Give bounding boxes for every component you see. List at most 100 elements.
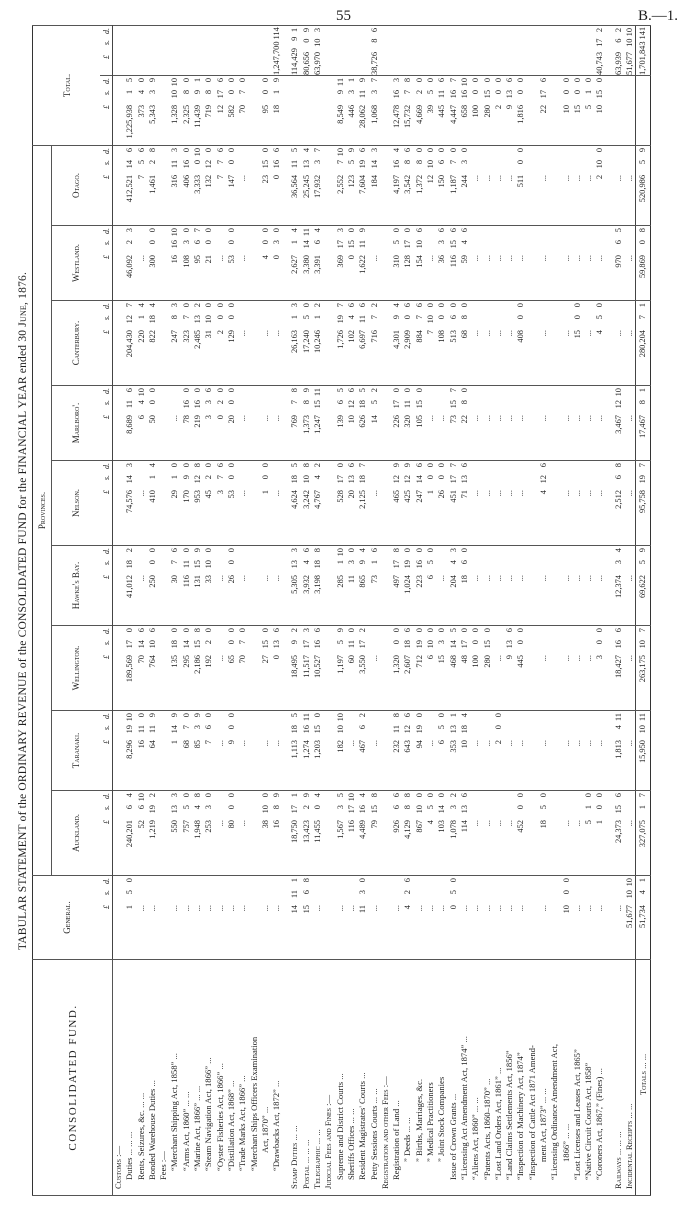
- province-amount: ...: [571, 790, 584, 876]
- province-amount: 3,550 17 2: [357, 625, 369, 711]
- province-amount: 2,125 18 7: [357, 460, 369, 546]
- total-amount: 12,478 16 3: [391, 75, 403, 146]
- province-amount: 406 16 0: [180, 145, 193, 226]
- province-amount: ...: [135, 545, 147, 626]
- province-amount: ...: [492, 625, 505, 711]
- province-amount: 71 13 6: [458, 460, 471, 546]
- general-amount: ...: [391, 875, 403, 960]
- province-amount: ...: [492, 790, 505, 876]
- spacer-cell: [605, 145, 613, 226]
- province-amount: [526, 145, 538, 226]
- spacer-cell: [605, 710, 613, 791]
- group-total-amount: [560, 25, 572, 76]
- province-amount: 102 4 6: [345, 300, 358, 386]
- province-amount: 865 9 4: [357, 545, 369, 626]
- province-amount: ...: [583, 625, 595, 711]
- spacer-cell: [605, 625, 613, 711]
- currency-header: £ s. d.: [100, 460, 113, 546]
- province-amount: 16 8 9: [271, 790, 283, 876]
- province-amount: 18 5 0: [537, 790, 550, 876]
- province-amount: ...: [436, 545, 448, 626]
- currency-unit: s.: [101, 39, 111, 46]
- province-amount: ...: [583, 545, 595, 626]
- general-amount: ...: [312, 875, 324, 960]
- currency-unit: £: [101, 104, 111, 109]
- province-amount: 20 13 6: [345, 460, 358, 546]
- province-amount: 757 5 0: [180, 790, 193, 876]
- total-amount: 1,328 10 10: [169, 75, 181, 146]
- province-header: Nelson.: [51, 460, 100, 546]
- group-total-amount: 40,743 17 2: [594, 25, 606, 76]
- table-row: “Marine Act, 1866” ... ...... 1,948 4 8 85 3 9…: [192, 25, 204, 1196]
- total-amount: [312, 75, 324, 146]
- province-amount: ...: [259, 710, 272, 791]
- currency-header: £ s. d.: [100, 300, 113, 386]
- title-month: June: [17, 304, 29, 327]
- spacer-cell: [282, 75, 290, 146]
- spacer-cell: [282, 545, 290, 626]
- province-amount: 3,542 8 6: [402, 145, 414, 226]
- currency-unit: d.: [101, 147, 111, 154]
- total-amount: 22 17 6: [537, 75, 550, 146]
- province-amount: ...: [537, 385, 550, 461]
- spacer-cell: [282, 225, 290, 301]
- province-amount: [379, 545, 392, 626]
- province-amount: ...: [624, 625, 636, 711]
- province-amount: 2,552 7 10: [334, 145, 346, 226]
- general-amount: ...: [192, 875, 204, 960]
- group-total-amount: [391, 25, 403, 76]
- table-row: Resident Magistrates' Courts ... 11 3 0 4,48…: [357, 25, 369, 1196]
- province-amount: 31 10 0: [203, 300, 215, 386]
- row-label: “Coroners Act, 1867,” (Fines) ...: [594, 959, 606, 1196]
- table-row: “Patents Acts, 1860–1870” ............ 28…: [481, 25, 493, 1196]
- group-total-amount: [345, 25, 358, 76]
- currency-unit: s.: [101, 475, 111, 481]
- province-amount: 3,932 4 6: [300, 545, 313, 626]
- row-label: Judicial Fees and Fines :—: [323, 959, 335, 1196]
- province-amount: [248, 300, 260, 386]
- group-total-amount: [458, 25, 471, 76]
- row-label: ” Medical Practitioners: [425, 959, 437, 1196]
- province-amount: ...: [470, 460, 482, 546]
- group-total-amount: [549, 25, 561, 76]
- province-amount: [549, 460, 561, 546]
- row-label: ” Births, Marriages, &c.: [413, 959, 426, 1196]
- province-amount: ...: [612, 300, 625, 386]
- general-amount: 15 6 8: [300, 875, 313, 960]
- total-amount: 5,343 3 9: [146, 75, 159, 146]
- row-label: “Merchant Ships Officers Examination: [248, 959, 260, 1196]
- province-amount: ...: [237, 545, 249, 626]
- province-amount: [379, 225, 392, 301]
- group-total-amount: 51,677 10 10: [624, 25, 636, 76]
- table-row: Telegraphic ... ...... 11,455 0 4 1,203 15 0 10…: [312, 25, 324, 1196]
- province-amount: ...: [504, 145, 516, 226]
- row-label: “Merchant Shipping Act, 1858” ...: [169, 959, 181, 1196]
- spacer-cell: [282, 300, 290, 386]
- province-amount: ...: [624, 710, 636, 791]
- table-row: ” Medical Practitioners... 4 5 0... 6 10 0 6 5 0 1…: [425, 25, 437, 1196]
- table-row: “Licensing Act Amendment Act, 1874” ....…: [458, 25, 471, 1196]
- province-amount: 369 17 3: [334, 225, 346, 301]
- province-amount: 1,113 18 5: [289, 710, 301, 791]
- province-amount: 1,622 11 9: [357, 225, 369, 301]
- row-label: Registration and other Fees :—: [379, 959, 392, 1196]
- province-amount: ...: [537, 225, 550, 301]
- total-amount: 18 1 9: [271, 75, 283, 146]
- province-amount: 316 11 3: [169, 145, 181, 226]
- group-total-amount: [470, 25, 482, 76]
- row-label: Totals ... ...: [635, 959, 651, 1196]
- province-amount: 4,301 9 4: [391, 300, 403, 386]
- province-amount: [323, 790, 335, 876]
- province-amount: ...: [481, 145, 493, 226]
- province-amount: 445 0 0: [515, 625, 527, 711]
- province-amount: 36,564 11 5: [289, 145, 301, 226]
- province-amount: 94 19 0: [413, 710, 426, 791]
- province-amount: [112, 625, 125, 711]
- province-amount: 108 3 0: [180, 225, 193, 301]
- revenue-table: CONSOLIDATED FUND. General. Provinces. T…: [32, 24, 652, 1196]
- general-amount: 10 0 0: [560, 875, 572, 960]
- province-amount: 38 10 0: [259, 790, 272, 876]
- row-label: Fees :—: [158, 959, 170, 1196]
